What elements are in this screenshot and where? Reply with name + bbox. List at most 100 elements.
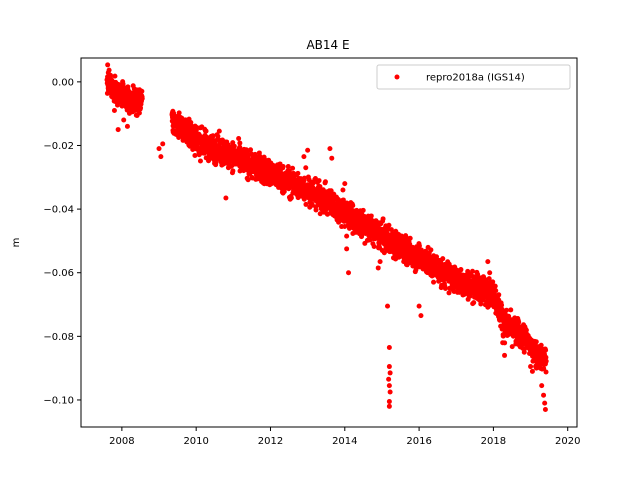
data-point	[160, 141, 166, 147]
data-point	[446, 290, 452, 296]
data-point	[442, 286, 448, 292]
data-point	[288, 195, 294, 201]
data-point	[295, 170, 301, 176]
data-point	[368, 213, 374, 219]
data-point	[431, 279, 437, 285]
data-point	[313, 207, 319, 213]
legend-marker	[394, 74, 400, 80]
data-point	[496, 292, 502, 298]
data-point	[236, 136, 242, 142]
data-point	[500, 340, 506, 346]
data-point	[493, 288, 499, 294]
data-point	[416, 243, 422, 249]
data-point	[245, 177, 251, 183]
data-point	[416, 303, 422, 309]
data-point	[508, 307, 514, 313]
y-tick-label: 0.00	[52, 77, 74, 88]
y-axis-label: m	[11, 238, 22, 248]
data-point	[344, 246, 350, 252]
data-point	[475, 271, 481, 277]
legend-box	[376, 64, 571, 90]
x-tick-label: 2020	[555, 436, 580, 447]
data-point	[360, 207, 366, 213]
data-point	[465, 268, 471, 274]
data-point	[213, 160, 219, 166]
x-tick-label: 2018	[481, 436, 506, 447]
data-point	[377, 259, 383, 265]
data-point	[387, 389, 393, 395]
data-point	[210, 133, 216, 139]
data-point	[317, 184, 323, 190]
data-point	[223, 195, 229, 201]
data-point	[500, 333, 506, 339]
data-point	[303, 165, 309, 171]
data-point	[203, 128, 209, 134]
data-point	[121, 117, 127, 123]
data-point	[487, 270, 493, 276]
data-point	[136, 110, 142, 116]
data-point	[303, 201, 309, 207]
x-tick-label: 2012	[258, 436, 283, 447]
chart-title: AB14 E	[306, 38, 349, 52]
y-tick-label: −0.10	[43, 395, 74, 406]
data-point	[542, 400, 548, 406]
data-point	[338, 201, 344, 207]
data-point	[375, 265, 381, 271]
data-point	[490, 279, 496, 285]
data-point	[280, 189, 286, 195]
data-point	[509, 344, 515, 350]
data-point	[542, 407, 548, 412]
data-point	[310, 180, 316, 186]
data-point	[158, 154, 164, 160]
x-tick-label: 2016	[406, 436, 431, 447]
data-point	[367, 237, 373, 243]
data-point	[492, 283, 498, 289]
plot-area-frame	[80, 57, 578, 428]
data-point	[301, 154, 307, 160]
data-point	[139, 95, 145, 101]
data-point	[386, 364, 392, 370]
data-point	[386, 399, 392, 405]
data-point	[329, 155, 335, 161]
data-point	[385, 303, 391, 309]
data-point	[386, 383, 392, 389]
data-point	[371, 243, 377, 249]
data-point	[285, 164, 291, 170]
data-point	[529, 368, 535, 374]
data-point	[499, 302, 505, 308]
data-point	[388, 227, 394, 233]
data-point	[380, 216, 386, 222]
data-point	[516, 319, 522, 325]
data-point	[539, 383, 545, 389]
data-point	[407, 235, 413, 241]
data-point	[139, 88, 145, 94]
data-point	[386, 344, 392, 350]
data-point	[111, 107, 117, 113]
data-point	[188, 120, 194, 126]
x-tick-label: 2008	[109, 436, 134, 447]
data-point	[316, 178, 322, 184]
data-point	[112, 73, 118, 79]
y-tick-label: −0.04	[43, 205, 74, 216]
y-tick-label: −0.08	[43, 332, 74, 343]
data-point	[231, 143, 237, 149]
data-point	[440, 256, 446, 262]
data-point	[541, 365, 547, 371]
data-point	[350, 202, 356, 208]
data-point	[124, 123, 130, 129]
data-point	[279, 177, 285, 183]
data-point	[328, 188, 334, 194]
data-point	[302, 175, 307, 181]
data-point	[215, 133, 221, 139]
data-point	[428, 247, 434, 253]
data-point	[257, 153, 263, 159]
data-point	[340, 197, 346, 203]
data-point	[156, 146, 162, 152]
data-point	[115, 127, 121, 133]
data-point	[108, 72, 114, 78]
data-point	[425, 252, 431, 258]
data-point	[248, 147, 254, 153]
data-point	[138, 105, 144, 111]
axis-ticks: 2008 2010 2012 2014 2016 2018 2020 0.00 −0.02 −0.…	[43, 77, 580, 447]
data-point	[305, 147, 311, 153]
